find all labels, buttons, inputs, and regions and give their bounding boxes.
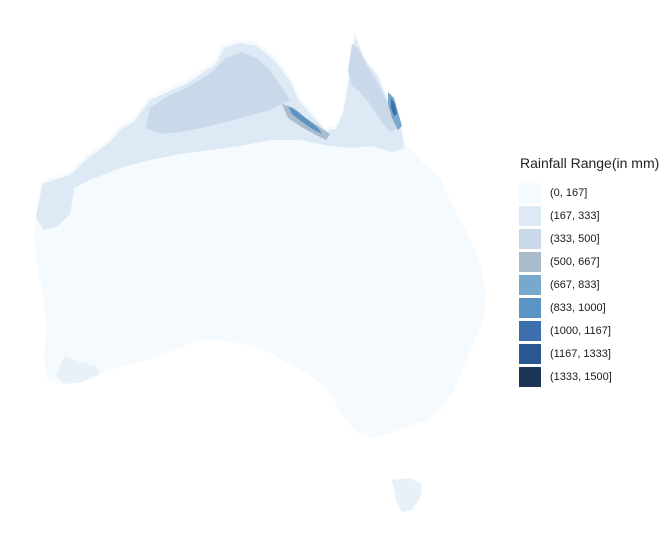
legend-item: (1333, 1500] [519, 365, 667, 388]
australia-map [36, 36, 422, 512]
gulf-coast-core [288, 106, 322, 134]
legend-item: (1167, 1333] [519, 342, 667, 365]
legend-item: (0, 167] [519, 181, 667, 204]
legend-items: (0, 167] (167, 333] (333, 500] (500, 667] (6… [519, 181, 667, 388]
cape-york-band [348, 44, 398, 132]
legend-swatch [519, 251, 541, 272]
tasmania [392, 478, 422, 512]
legend-item: (167, 333] [519, 204, 667, 227]
legend-swatch [519, 320, 541, 341]
west-coast-band [36, 178, 74, 230]
wet-tropics-core [391, 98, 397, 116]
legend-swatch [519, 297, 541, 318]
legend-item: (833, 1000] [519, 296, 667, 319]
legend-swatch [519, 205, 541, 226]
legend-title: Rainfall Range(in mm) [520, 155, 660, 171]
south-west-band [56, 356, 100, 384]
legend-label: (1333, 1500] [550, 370, 612, 383]
legend-label: (833, 1000] [550, 301, 606, 314]
legend-label: (1000, 1167] [550, 324, 611, 337]
rainfall-map [36, 36, 422, 512]
legend-label: (0, 167] [550, 186, 588, 199]
legend-swatch [519, 182, 541, 203]
legend-label: (1167, 1333] [550, 347, 611, 360]
legend-label: (167, 333] [550, 209, 600, 222]
legend: Rainfall Range(in mm) (0, 167] (167, 333]… [519, 155, 667, 388]
legend-swatch [519, 228, 541, 249]
legend-swatch [519, 366, 541, 387]
legend-item: (500, 667] [519, 250, 667, 273]
kimberley-band [146, 52, 290, 134]
legend-swatch [519, 274, 541, 295]
legend-label: (500, 667] [550, 255, 600, 268]
legend-label: (333, 500] [550, 232, 600, 245]
northern-rain-band [38, 36, 404, 222]
legend-item: (667, 833] [519, 273, 667, 296]
legend-item: (333, 500] [519, 227, 667, 250]
legend-item: (1000, 1167] [519, 319, 667, 342]
legend-swatch [519, 343, 541, 364]
legend-label: (667, 833] [550, 278, 600, 291]
